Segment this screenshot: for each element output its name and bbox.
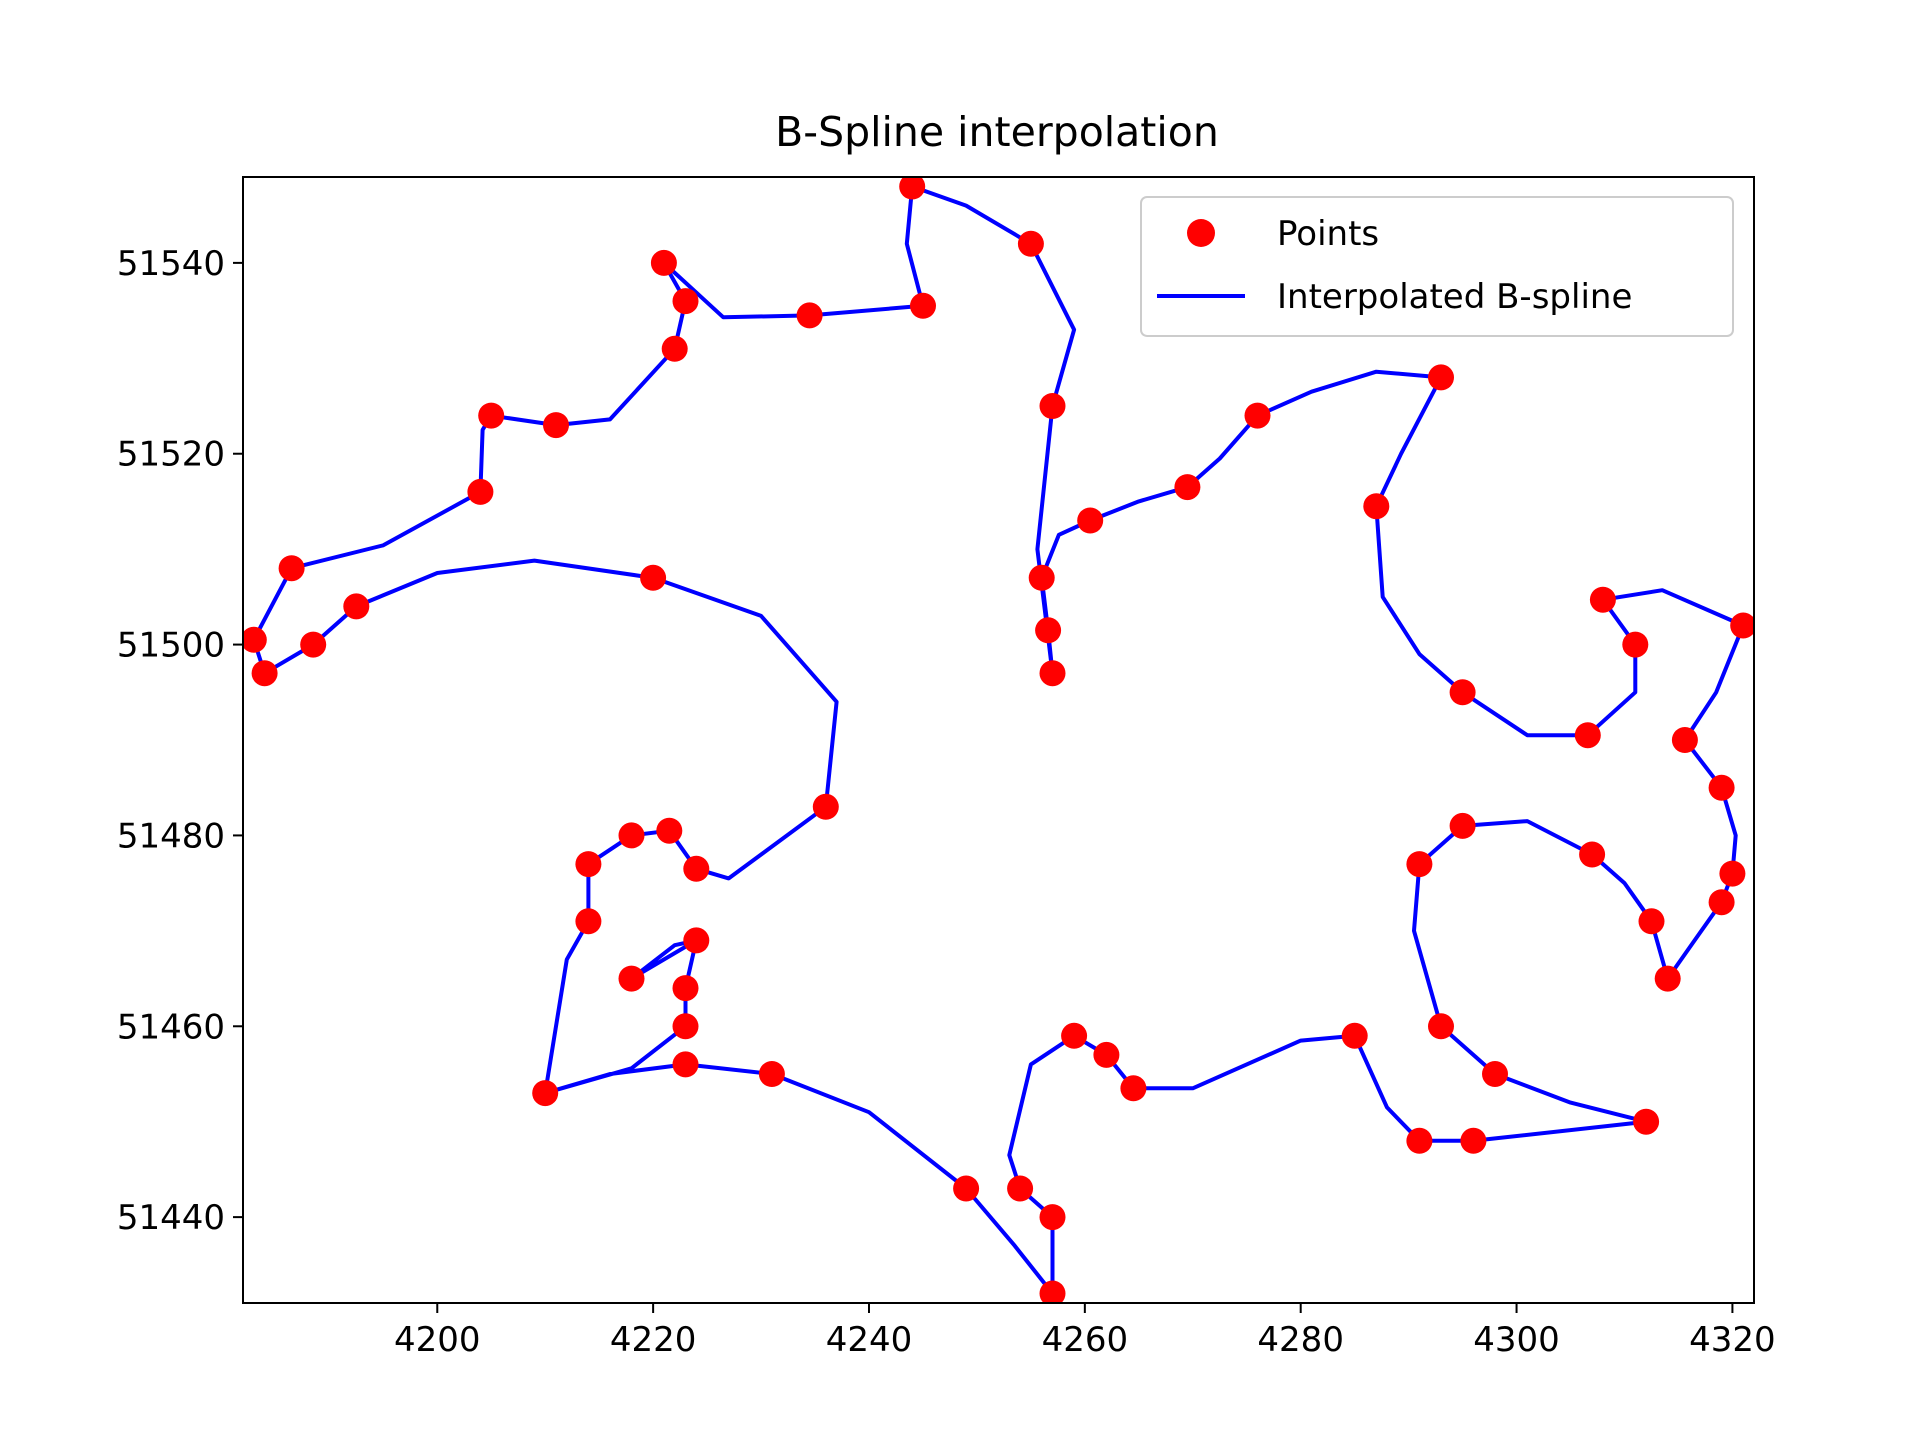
data-point-31 [1039,1204,1066,1231]
x-tick-label: 4220 [610,1320,697,1360]
data-point-64 [1039,393,1066,419]
data-point-4 [1174,474,1201,501]
data-point-12 [1730,612,1754,639]
data-point-35 [758,1061,785,1087]
legend-box [1140,196,1734,337]
data-point-2 [1028,564,1055,591]
data-point-33 [1039,1280,1066,1303]
legend-label-spline: Interpolated B-spline [1277,277,1632,317]
data-point-46 [683,855,710,882]
data-point-11 [1589,586,1616,613]
y-tick-label: 51500 [117,626,225,666]
data-point-34 [953,1175,980,1202]
data-point-21 [1406,851,1433,878]
data-point-59 [650,249,677,276]
x-tick-label: 4260 [1042,1320,1129,1360]
data-point-60 [796,302,823,329]
data-point-61 [910,292,936,319]
x-tick-label: 4280 [1257,1320,1344,1360]
data-point-42 [575,908,602,935]
x-tick-label: 4320 [1689,1320,1776,1360]
y-tick-label: 51540 [117,244,225,284]
data-point-29 [1093,1041,1120,1068]
data-point-6 [1428,364,1454,391]
data-point-52 [243,626,267,653]
data-point-15 [1719,860,1746,887]
data-point-32 [1007,1175,1034,1202]
data-point-9 [1574,722,1601,749]
data-point-20 [1449,812,1476,839]
data-point-0 [1039,660,1066,687]
data-point-22 [1428,1013,1454,1040]
data-point-50 [300,631,327,658]
data-point-48 [640,564,667,591]
y-axis: 51440 51460 51480 51500 51520 51540 [117,244,243,1238]
data-point-37 [532,1080,559,1107]
data-point-63 [1017,230,1044,257]
data-point-7 [1363,493,1390,520]
y-tick-label: 51520 [117,435,225,475]
data-point-56 [543,412,569,439]
data-point-8 [1449,679,1476,706]
data-point-55 [478,402,505,429]
data-point-5 [1244,402,1271,429]
data-point-41 [618,965,645,992]
y-tick-label: 51440 [117,1198,225,1238]
data-point-53 [278,555,305,582]
data-point-38 [672,1013,699,1040]
data-point-54 [467,478,494,505]
data-point-45 [656,817,683,844]
data-point-44 [618,822,645,849]
data-point-39 [672,975,699,1002]
data-point-43 [575,851,602,878]
chart-title: B-Spline interpolation [775,108,1219,156]
data-point-28 [1120,1075,1147,1102]
data-point-36 [672,1051,699,1078]
data-point-26 [1406,1127,1433,1154]
x-tick-label: 4240 [826,1320,913,1360]
data-point-3 [1077,507,1104,534]
legend-label-points: Points [1277,214,1379,254]
data-point-23 [1482,1061,1508,1087]
data-point-57 [661,335,688,362]
y-tick-label: 51460 [117,1007,225,1047]
y-tick-label: 51480 [117,816,225,856]
data-point-10 [1622,631,1649,658]
data-point-13 [1671,727,1698,753]
data-point-40 [683,927,710,954]
x-tick-label: 4300 [1473,1320,1560,1360]
data-point-17 [1654,965,1681,992]
legend-point-marker [1187,219,1215,247]
data-point-47 [812,793,839,820]
data-point-1 [1035,617,1062,644]
plot-frame [242,176,1755,1304]
data-point-30 [1061,1022,1088,1049]
data-point-16 [1708,889,1735,916]
data-point-62 [899,177,926,200]
x-axis: 4200 4220 4240 4260 4280 4300 4320 [394,1303,1776,1360]
data-point-18 [1638,908,1665,935]
data-point-49 [343,593,370,620]
x-tick-label: 4200 [394,1320,481,1360]
data-point-19 [1579,841,1606,868]
data-point-51 [251,660,278,687]
data-point-24 [1633,1108,1660,1135]
data-point-58 [672,288,699,315]
data-point-25 [1460,1127,1487,1154]
legend: Points Interpolated B-spline [1140,196,1734,337]
points-layer [243,177,1754,1303]
data-point-27 [1341,1022,1368,1049]
data-point-14 [1708,774,1735,801]
